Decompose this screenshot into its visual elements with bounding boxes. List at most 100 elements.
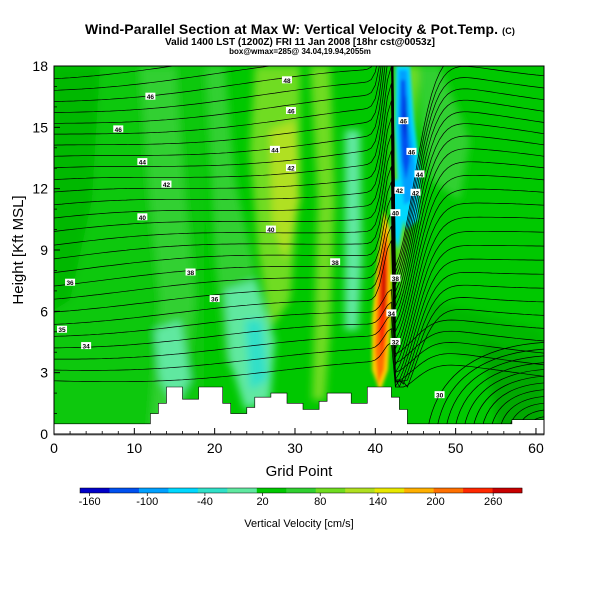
contour-label-bg <box>330 258 341 266</box>
contour-label-bg <box>65 278 76 286</box>
colorbar-title: Vertical Velocity [cm/s] <box>244 518 353 530</box>
isentrope-line <box>462 369 544 434</box>
colorbar-tick-label: -40 <box>197 496 213 508</box>
contour-labels: 46 48 46 46 44 44 42 42 40 40 38 38 36 36 35 34 46 46 44 42… <box>57 76 445 400</box>
colorbar-swatch <box>227 488 258 493</box>
isentrope-line <box>54 328 544 383</box>
colorbar-swatch <box>463 488 493 493</box>
colorbar-swatch <box>492 488 523 493</box>
copyright-mark: (C) <box>502 26 515 36</box>
colorbar-tick-label: 80 <box>314 496 326 508</box>
isentrope-line <box>54 225 544 382</box>
contour-label: 46 <box>287 108 295 115</box>
isentrope-line <box>54 66 544 307</box>
colorbar-tick-label: -100 <box>136 496 158 508</box>
contour-label: 36 <box>66 280 74 287</box>
contour-label-bg <box>414 170 425 178</box>
x-axis-title: Grid Point <box>266 463 334 480</box>
isentrope-line <box>54 181 544 388</box>
contour-label: 40 <box>392 211 400 218</box>
contour-label: 42 <box>412 190 420 197</box>
contour-label-bg <box>265 225 276 233</box>
potential-temperature-contours <box>54 66 544 434</box>
contour-label-bg <box>398 117 409 125</box>
x-tick-label: 60 <box>528 440 544 456</box>
contour-label-bg <box>390 209 401 217</box>
isentrope-line <box>54 134 544 367</box>
colorbar-swatch <box>168 488 199 493</box>
contour-label-bg <box>137 158 148 166</box>
colorbar-swatch <box>138 488 169 493</box>
y-axis-title: Height [Kft MSL] <box>10 195 27 304</box>
vertical-velocity-shading <box>54 66 544 434</box>
x-axis-ticks: 0 10 20 30 40 50 60 <box>50 428 544 456</box>
contour-label-bg <box>185 268 196 276</box>
isentrope-line <box>54 100 544 349</box>
y-tick-label: 9 <box>40 242 48 258</box>
y-axis-ticks: 0 3 6 9 12 15 18 <box>32 58 60 442</box>
colorbar-swatch <box>80 488 110 493</box>
y-tick-label: 6 <box>40 303 48 319</box>
colorbar: -160 -100 -40 20 80 140 200 260 <box>79 487 523 508</box>
contour-label-bg <box>390 338 401 345</box>
colorbar-tick-label: -160 <box>79 496 101 508</box>
contour-label-bg <box>161 180 172 188</box>
contour-label-bg <box>137 213 148 221</box>
contour-label-bg <box>113 125 124 133</box>
isentrope-line <box>444 355 544 434</box>
chart-subtitle: Valid 1400 LST (1200Z) FRI 11 Jan 2008 [… <box>165 37 435 48</box>
contour-label-bg <box>386 309 397 317</box>
isentrope-line <box>54 66 544 300</box>
isentrope-line <box>54 66 544 324</box>
isentrope-line <box>54 240 544 388</box>
contour-label: 46 <box>147 94 155 101</box>
isentrope-line <box>54 83 544 341</box>
contour-label: 44 <box>416 172 424 179</box>
terrain <box>53 386 545 436</box>
colorbar-swatch <box>109 488 140 493</box>
contour-label-bg <box>57 325 68 333</box>
isentrope-line <box>54 211 544 385</box>
contour-label: 32 <box>392 340 400 347</box>
x-tick-label: 0 <box>50 440 58 456</box>
isentrope-line <box>54 314 544 373</box>
y-tick-label: 3 <box>40 365 48 381</box>
contour-label-bg <box>406 147 417 155</box>
contour-label: 48 <box>283 78 291 85</box>
isentrope-line <box>54 66 544 279</box>
isentrope-line <box>426 342 544 434</box>
contour-label: 42 <box>287 166 295 173</box>
contour-label-bg <box>394 186 405 194</box>
contour-label: 38 <box>392 276 400 283</box>
contour-label: 46 <box>400 119 408 126</box>
colorbar-tick-label: 140 <box>369 496 387 508</box>
isentrope-line <box>54 288 544 355</box>
isentrope-line <box>54 66 444 267</box>
contour-label: 46 <box>408 149 416 156</box>
chart-subtitle-box: box@wmax=285@ 34.04,19.94,2055m <box>229 47 371 56</box>
contour-label-bg <box>81 342 92 350</box>
y-tick-label: 15 <box>32 119 48 135</box>
contour-label-bg <box>281 76 292 84</box>
y-tick-label: 0 <box>40 426 48 442</box>
colorbar-swatch <box>433 488 464 493</box>
colorbar-swatch <box>197 488 228 493</box>
contour-label-bg <box>209 295 220 303</box>
isentrope-line <box>54 166 544 381</box>
isentrope-line <box>54 150 544 374</box>
contour-label: 38 <box>332 260 340 267</box>
x-tick-label: 40 <box>368 440 384 456</box>
isentrope-line <box>453 362 544 434</box>
isentrope-line <box>435 348 544 434</box>
isentrope-line <box>54 117 544 358</box>
isentrope-line <box>54 66 544 292</box>
colorbar-swatch <box>404 488 434 493</box>
colorbar-swatch <box>374 488 405 493</box>
contour-label-bg <box>145 92 156 100</box>
x-tick-label: 30 <box>287 440 303 456</box>
contour-label: 42 <box>163 182 171 189</box>
contour-label: 44 <box>271 147 279 154</box>
isentrope-line <box>471 375 544 434</box>
colorbar-swatch <box>286 488 317 493</box>
